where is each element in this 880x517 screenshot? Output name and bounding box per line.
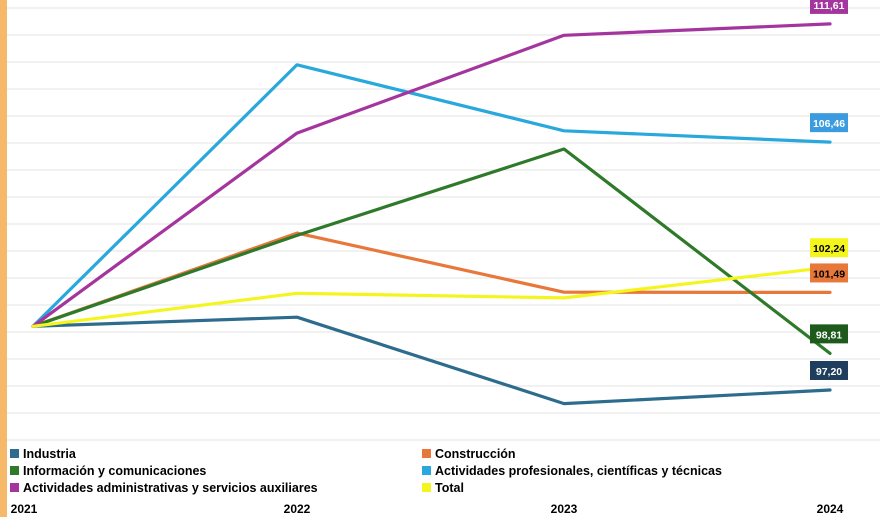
end-label-4: 111,61 [810, 0, 848, 14]
legend-swatch [10, 449, 19, 458]
end-label-text: 101,49 [813, 268, 845, 280]
legend-swatch [10, 483, 19, 492]
series-line-2 [31, 147, 832, 355]
end-label-box [810, 360, 848, 380]
legend-label: Industria [23, 446, 76, 461]
end-label-box [810, 238, 848, 258]
series-line-0 [31, 315, 832, 406]
legend-item: Actividades administrativas y servicios … [10, 479, 422, 496]
legend-label: Información y comunicaciones [23, 463, 207, 478]
end-label-text: 111,61 [814, 0, 845, 12]
chart-legend: Industria Construcción Información y comun… [10, 445, 870, 496]
legend-swatch [422, 449, 431, 458]
x-tick-label: 2022 [284, 502, 311, 516]
x-tick-label: 2024 [817, 502, 844, 516]
series-line-5 [31, 265, 832, 328]
end-label-text: 106,46 [813, 118, 845, 130]
left-accent-bar [0, 0, 7, 517]
end-label-box [810, 113, 848, 133]
legend-swatch [10, 466, 19, 475]
legend-item: Industria [10, 445, 422, 462]
legend-label: Construcción [435, 446, 516, 461]
x-tick-label: 2021 [11, 502, 38, 516]
legend-swatch [422, 483, 431, 492]
end-label-2: 98,81 [810, 324, 848, 344]
legend-label: Actividades administrativas y servicios … [23, 480, 318, 495]
legend-item: Construcción [422, 445, 862, 462]
x-tick-label: 2023 [551, 502, 578, 516]
end-label-0: 97,20 [810, 360, 848, 380]
legend-swatch [422, 466, 431, 475]
end-label-box [810, 324, 848, 344]
legend-item: Total [422, 479, 862, 496]
end-label-text: 97,20 [816, 366, 842, 378]
end-label-box [810, 263, 848, 283]
series-line-4 [31, 22, 832, 328]
end-label-text: 102,24 [813, 243, 845, 255]
end-label-5: 102,24 [810, 238, 848, 258]
legend-label: Actividades profesionales, científicas y… [435, 463, 722, 478]
end-label-box [810, 0, 848, 14]
series-line-3 [31, 63, 832, 328]
end-label-1: 101,49 [810, 263, 848, 283]
legend-item: Información y comunicaciones [10, 462, 422, 479]
legend-item: Actividades profesionales, científicas y… [422, 462, 862, 479]
legend-label: Total [435, 480, 464, 495]
end-label-3: 106,46 [810, 113, 848, 133]
end-label-text: 98,81 [816, 329, 842, 341]
